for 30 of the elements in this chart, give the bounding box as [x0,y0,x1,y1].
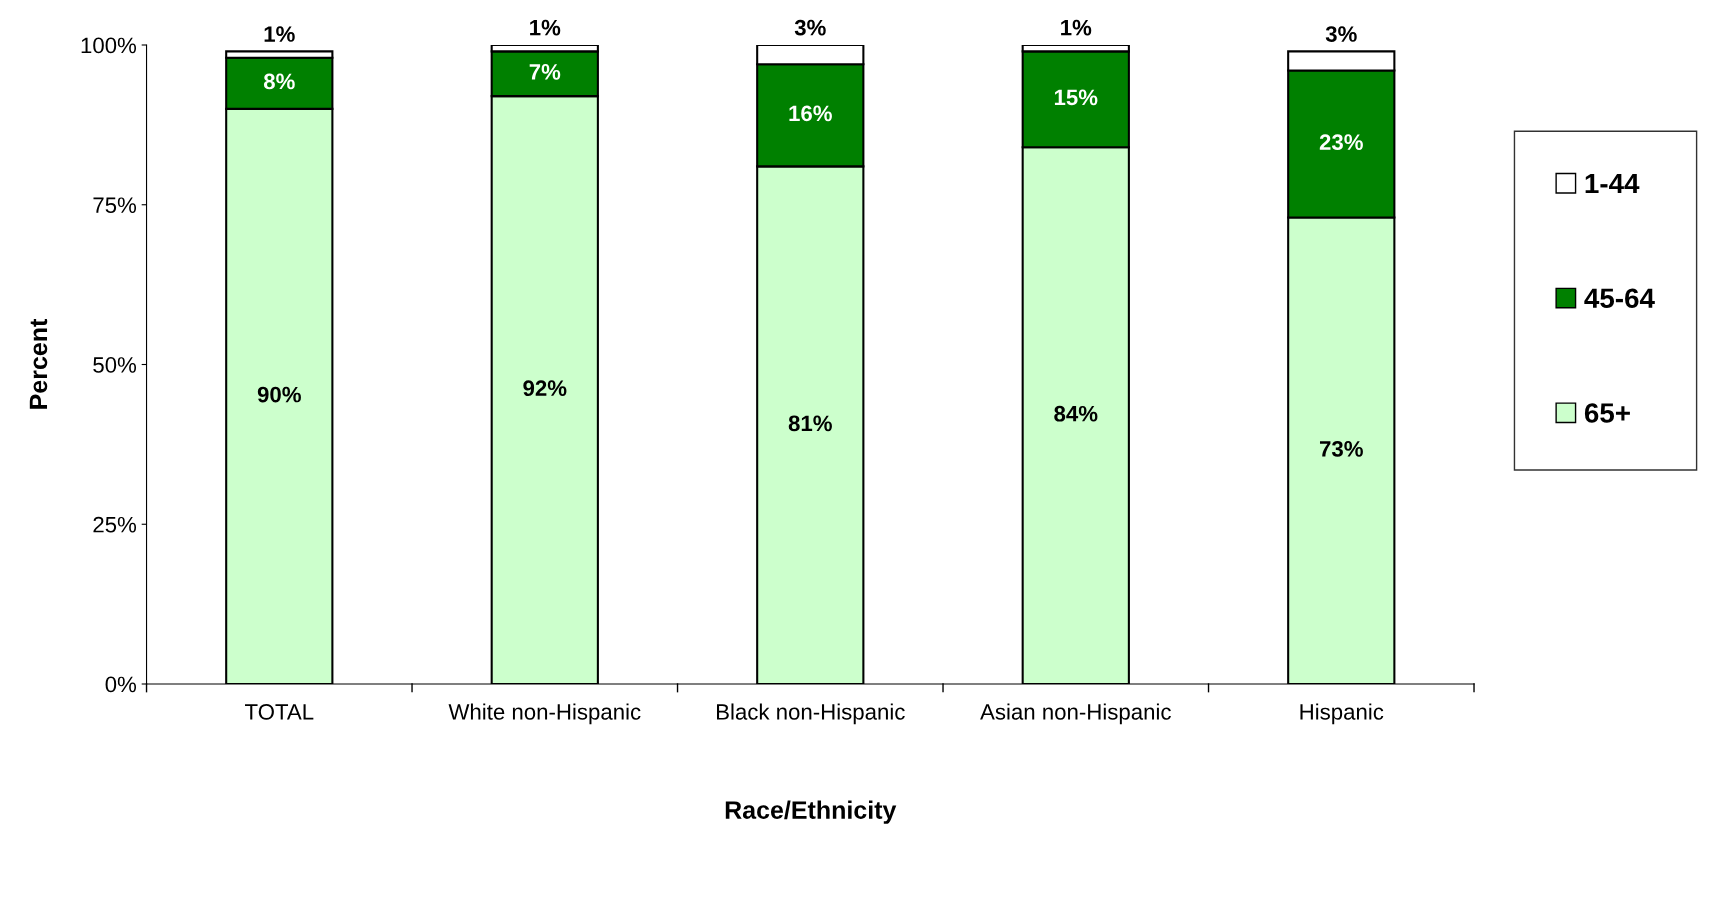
data-label: 23% [1319,134,1363,151]
data-label: 15% [1054,89,1098,106]
x-tick-label: Asian non-Hispanic [980,703,1171,725]
legend-label: 65+ [1584,403,1630,423]
data-label: 3% [1325,26,1357,42]
data-label: 8% [263,73,295,90]
y-tick-label: 100% [81,37,137,54]
legend-label: 1-44 [1585,173,1640,193]
y-tick-label: 50% [93,357,137,373]
data-label: 81% [788,415,832,432]
data-label: 16% [789,105,832,122]
data-label: 90% [257,386,301,403]
data-label: 92% [523,380,567,397]
data-label: 7% [529,64,561,80]
x-axis-title: Race/Ethnicity [725,800,897,824]
data-label: 84% [1054,405,1098,422]
legend-label: 45-64 [1584,288,1655,309]
x-tick-label: TOTAL [245,704,314,720]
y-axis-title: Percent [29,318,48,409]
data-label: 1% [264,26,295,42]
data-label: 1% [530,19,561,36]
x-tick-label: Black non-Hispanic [717,703,905,725]
x-tick-label: Hispanic [1300,703,1384,725]
y-tick-label: 75% [93,197,137,214]
y-tick-label: 0% [105,676,137,693]
x-tick-label: White non-Hispanic [448,703,641,725]
y-tick-label: 25% [93,516,137,533]
data-label: 73% [1319,440,1363,457]
data-label: 1% [1061,19,1092,36]
data-label: 3% [794,19,826,36]
